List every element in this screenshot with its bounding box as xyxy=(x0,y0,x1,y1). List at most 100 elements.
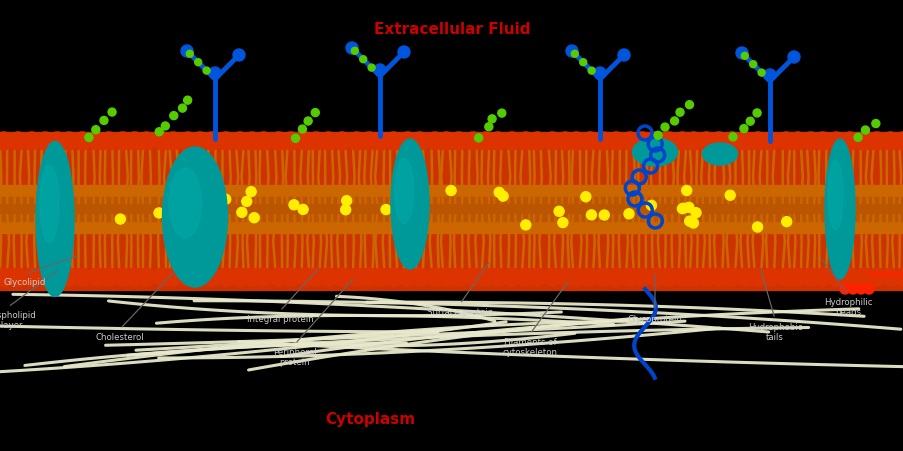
Ellipse shape xyxy=(391,140,429,269)
Circle shape xyxy=(839,285,849,295)
Circle shape xyxy=(607,133,625,151)
Circle shape xyxy=(893,268,903,286)
Circle shape xyxy=(371,268,389,286)
Circle shape xyxy=(296,133,314,151)
Circle shape xyxy=(155,129,163,137)
Circle shape xyxy=(867,133,885,151)
Circle shape xyxy=(381,205,391,215)
Circle shape xyxy=(298,205,308,215)
Circle shape xyxy=(633,268,651,286)
Circle shape xyxy=(178,105,186,113)
Circle shape xyxy=(194,60,201,67)
Circle shape xyxy=(840,268,858,286)
Circle shape xyxy=(654,132,661,140)
Circle shape xyxy=(384,133,402,151)
Circle shape xyxy=(23,268,41,286)
Circle shape xyxy=(813,268,831,286)
Circle shape xyxy=(787,268,805,286)
Circle shape xyxy=(269,268,287,286)
Circle shape xyxy=(748,268,766,286)
Circle shape xyxy=(517,133,535,151)
Circle shape xyxy=(556,268,573,286)
Circle shape xyxy=(787,52,799,64)
Circle shape xyxy=(282,268,300,286)
Circle shape xyxy=(476,133,494,151)
Circle shape xyxy=(684,101,693,110)
Circle shape xyxy=(398,133,416,151)
Circle shape xyxy=(255,133,273,151)
Circle shape xyxy=(749,62,756,69)
Circle shape xyxy=(220,195,230,205)
Circle shape xyxy=(0,268,13,286)
Circle shape xyxy=(777,268,795,286)
Circle shape xyxy=(520,221,530,230)
Circle shape xyxy=(599,211,609,221)
Text: Glycolipid: Glycolipid xyxy=(4,277,46,286)
Circle shape xyxy=(647,268,665,286)
Circle shape xyxy=(154,268,172,286)
Circle shape xyxy=(684,268,702,286)
Circle shape xyxy=(498,110,506,118)
Text: Cholesterol: Cholesterol xyxy=(96,332,144,341)
Circle shape xyxy=(203,68,209,75)
Circle shape xyxy=(303,118,312,126)
Circle shape xyxy=(740,53,748,60)
Circle shape xyxy=(282,133,300,151)
Circle shape xyxy=(46,212,56,222)
Circle shape xyxy=(255,268,273,286)
Circle shape xyxy=(527,268,545,286)
Circle shape xyxy=(359,56,367,64)
Circle shape xyxy=(670,118,678,126)
Text: Hydrophobic
tails: Hydrophobic tails xyxy=(747,322,801,342)
Circle shape xyxy=(476,268,494,286)
Circle shape xyxy=(724,191,734,201)
Circle shape xyxy=(348,133,365,151)
Text: Cytoplasm: Cytoplasm xyxy=(324,412,414,427)
Circle shape xyxy=(137,133,155,151)
Circle shape xyxy=(60,133,78,151)
Circle shape xyxy=(746,118,753,126)
Circle shape xyxy=(154,133,172,151)
Circle shape xyxy=(99,133,117,151)
Circle shape xyxy=(241,197,251,207)
Circle shape xyxy=(787,133,805,151)
Circle shape xyxy=(85,134,93,142)
Circle shape xyxy=(748,133,766,151)
Circle shape xyxy=(861,127,869,135)
Circle shape xyxy=(233,50,245,62)
Ellipse shape xyxy=(827,161,842,230)
Circle shape xyxy=(588,68,594,75)
Circle shape xyxy=(296,268,314,286)
Circle shape xyxy=(183,97,191,105)
Circle shape xyxy=(126,268,144,286)
Circle shape xyxy=(870,120,879,128)
Circle shape xyxy=(243,268,261,286)
Circle shape xyxy=(332,268,350,286)
Circle shape xyxy=(320,133,337,151)
Circle shape xyxy=(237,208,247,218)
Circle shape xyxy=(735,48,747,60)
Ellipse shape xyxy=(702,144,737,166)
Circle shape xyxy=(307,268,325,286)
Circle shape xyxy=(164,133,182,151)
Circle shape xyxy=(425,268,443,286)
Circle shape xyxy=(893,133,903,151)
Circle shape xyxy=(594,133,611,151)
Circle shape xyxy=(740,125,747,133)
Circle shape xyxy=(677,204,688,214)
Circle shape xyxy=(880,133,898,151)
Circle shape xyxy=(543,268,561,286)
Circle shape xyxy=(813,133,831,151)
Circle shape xyxy=(489,133,507,151)
Circle shape xyxy=(722,268,740,286)
Ellipse shape xyxy=(395,159,414,224)
Circle shape xyxy=(341,196,351,206)
Circle shape xyxy=(880,268,898,286)
Circle shape xyxy=(126,133,144,151)
Text: Phospholipid
bilayer: Phospholipid bilayer xyxy=(0,310,35,330)
Circle shape xyxy=(709,133,727,151)
Circle shape xyxy=(9,268,27,286)
Circle shape xyxy=(498,192,507,202)
Circle shape xyxy=(217,268,235,286)
Circle shape xyxy=(579,60,586,67)
